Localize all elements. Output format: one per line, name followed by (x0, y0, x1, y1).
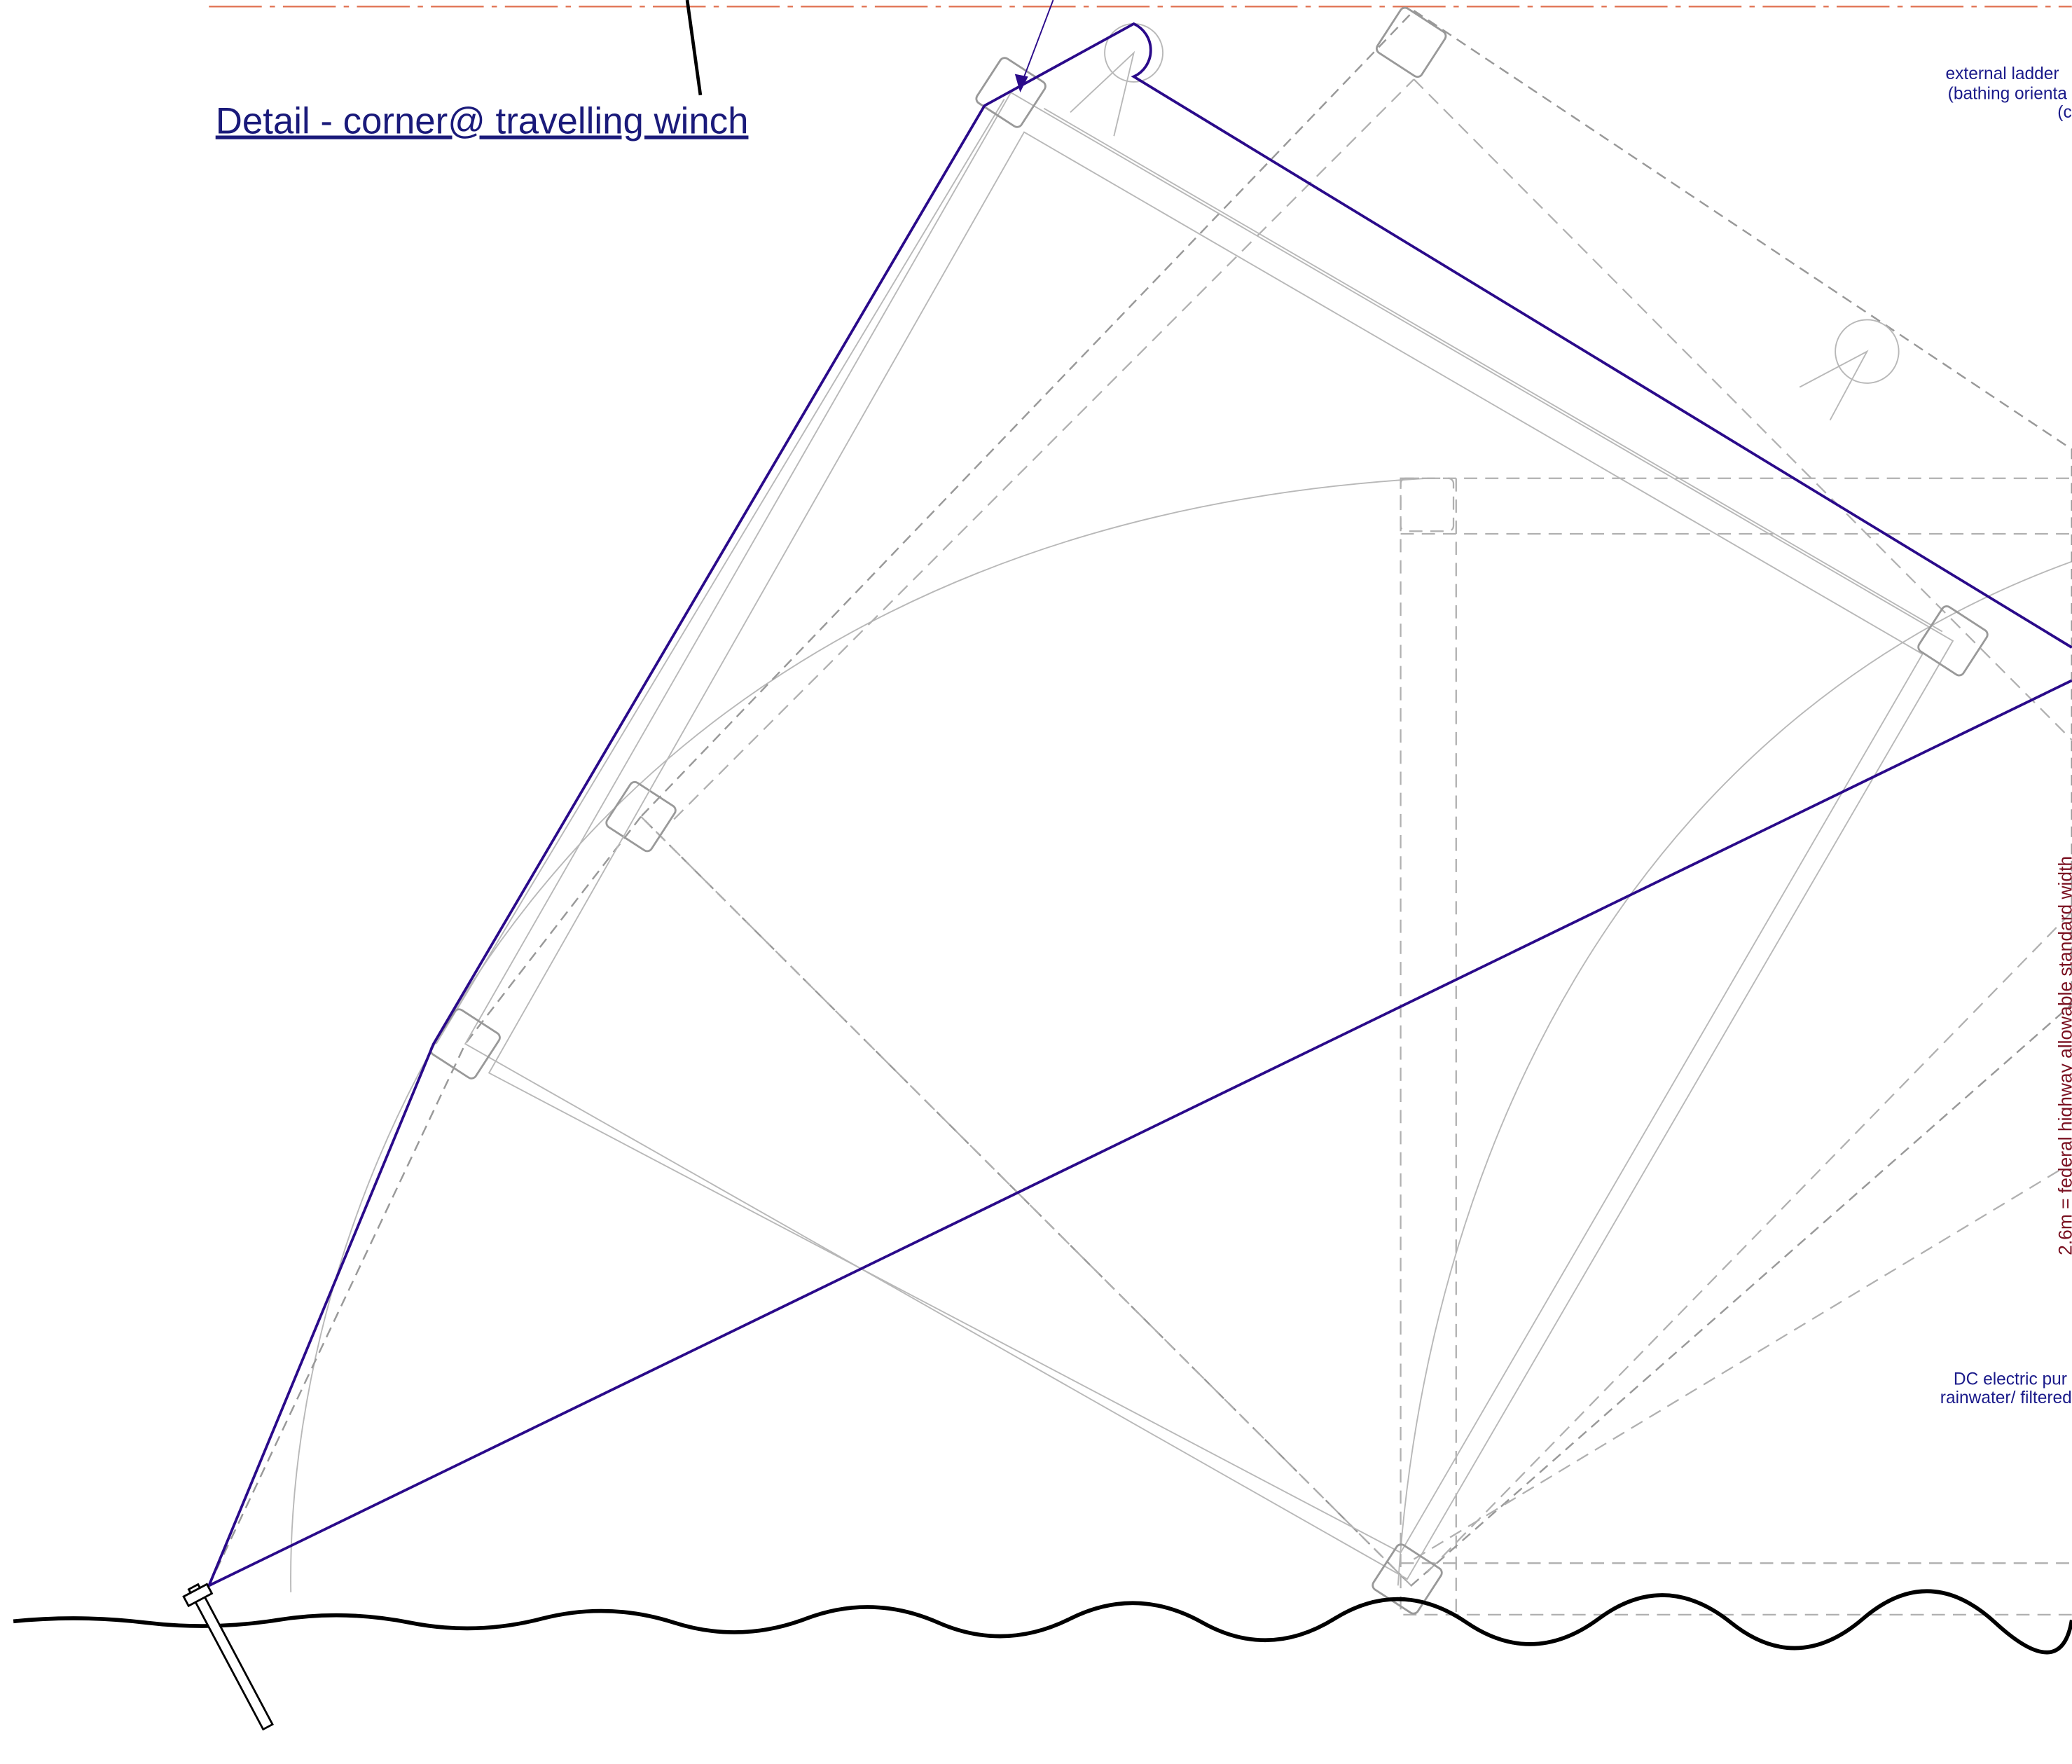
annotation: external ladder (bathing orienta (c (1946, 64, 2072, 122)
frame-rail (435, 98, 1005, 1045)
winch-arm (1799, 350, 1869, 421)
swing-arc (1397, 560, 2072, 1586)
annotation: DC electric pur rainwater/ filtered (1940, 1370, 2072, 1407)
dashed-line (208, 815, 642, 1586)
winch-arm (1070, 50, 1135, 137)
ground-line (13, 1589, 2072, 1655)
pointer-head (1014, 74, 1028, 93)
dashed-line (1413, 1162, 2072, 1560)
ground-stake (182, 1583, 274, 1731)
dashed-line (1426, 911, 2072, 1573)
corner-block (1917, 605, 1989, 677)
dashed-line (640, 815, 1412, 1587)
frame-inner (488, 131, 1923, 1554)
dashed-corner (1375, 6, 1447, 78)
dashed-line (673, 78, 1415, 820)
winch (1835, 319, 1900, 384)
cable (207, 22, 2072, 1587)
swing-arc (290, 477, 1428, 1592)
corner-block (605, 780, 677, 853)
detail-title: Detail - corner@ travelling winch (216, 101, 749, 142)
frame (464, 91, 1954, 1580)
dimension-label: 2.6m = federal highway allowable standar… (2055, 856, 2072, 1255)
pointer (1019, 0, 1054, 88)
cable (208, 679, 2072, 1587)
frame-rail (1043, 107, 1943, 633)
dashed-corner (1400, 477, 1455, 532)
leader-line (685, 0, 703, 96)
dashed-line (1413, 78, 2072, 741)
dashed-box (1400, 477, 2072, 1615)
corner-block (975, 57, 1047, 128)
dashed-rotated-box (640, 9, 2072, 1587)
